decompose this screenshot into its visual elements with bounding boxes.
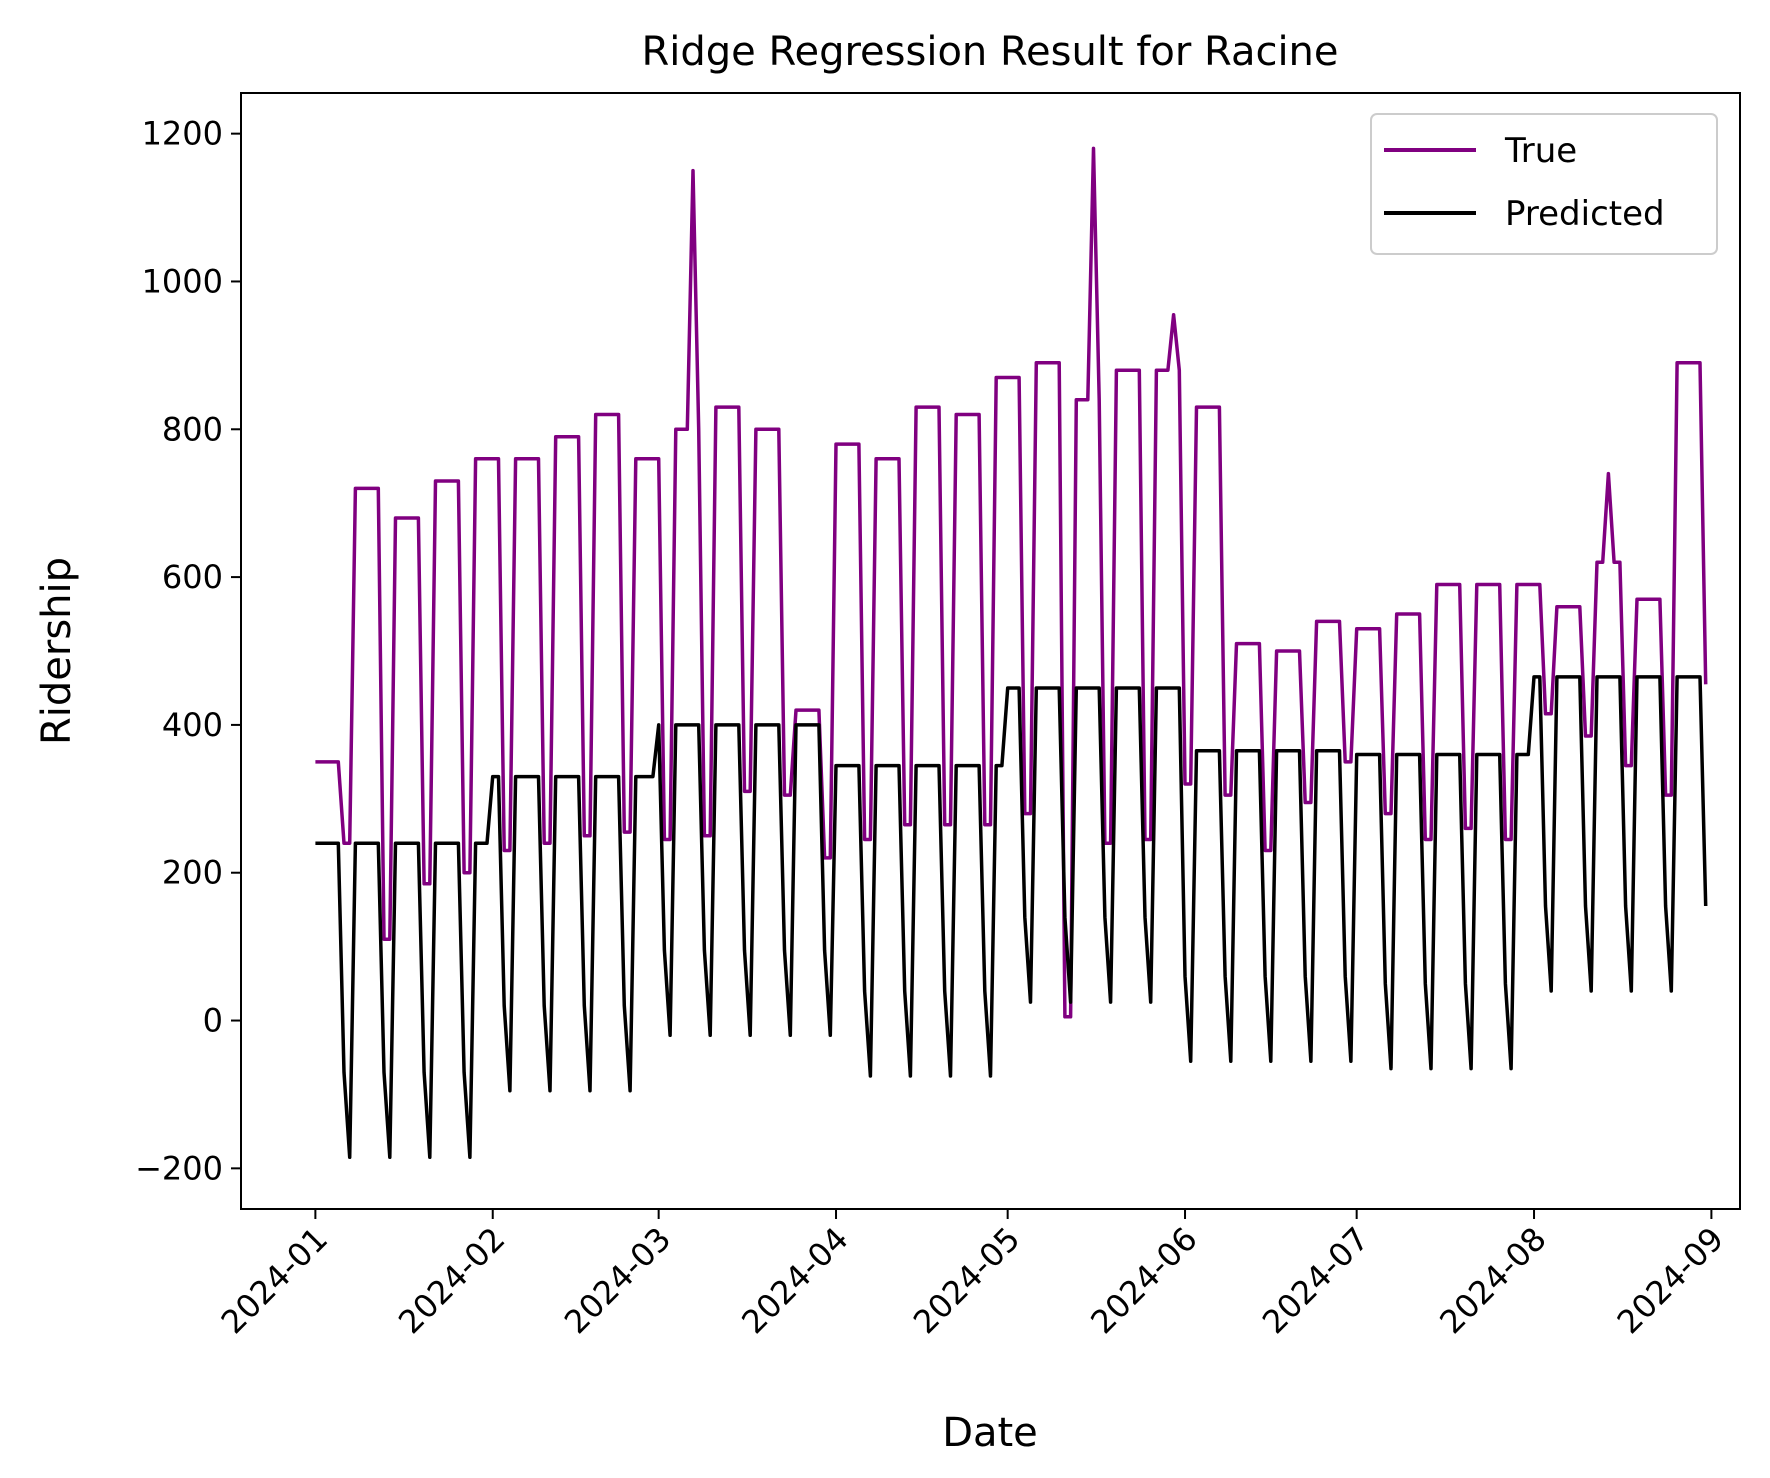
y-tick-label: 200 (162, 854, 223, 892)
y-tick-label: 800 (162, 410, 223, 448)
legend-label-true: True (1504, 131, 1577, 171)
y-tick-label: 1000 (142, 262, 223, 300)
series-line-predicted (315, 675, 1708, 1160)
y-tick-label: 1200 (142, 115, 223, 153)
x-axis-label: Date (942, 1410, 1038, 1456)
y-axis: −200 0 200 400 600 800 1000 1200 (135, 115, 241, 1187)
plot-area (315, 146, 1708, 1160)
y-tick-label: 600 (162, 558, 223, 596)
y-axis-label: Ridership (34, 557, 80, 745)
y-tick-label: 0 (203, 1002, 223, 1040)
y-tick-label: −200 (135, 1149, 223, 1187)
plot-frame (240, 92, 1741, 1210)
series-line-true (315, 146, 1708, 1019)
y-tick-label: 400 (162, 706, 223, 744)
legend: True Predicted (1370, 113, 1718, 255)
chart-title: Ridge Regression Result for Racine (641, 29, 1338, 75)
legend-label-predicted: Predicted (1505, 194, 1665, 234)
